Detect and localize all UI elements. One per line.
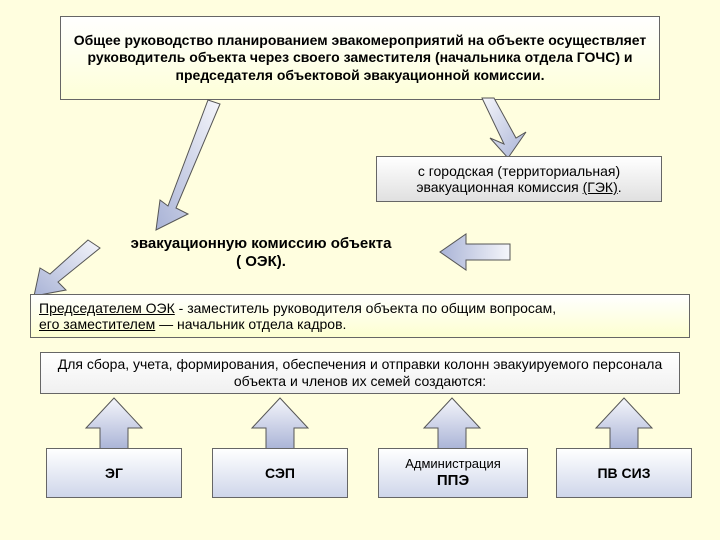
arrow-gek-to-oek <box>440 234 510 270</box>
label-pvsiz: ПВ СИЗ <box>597 465 650 481</box>
chairman-box: Председателем ОЭК - заместитель руководи… <box>30 294 690 338</box>
gek-text: с городская (территориальная) эвакуацион… <box>416 163 621 195</box>
bottom-box-sep: СЭП <box>212 448 348 498</box>
formation-text: Для сбора, учета, формирования, обеспече… <box>49 356 671 391</box>
chairman-text: Председателем ОЭК - заместитель руководи… <box>39 300 556 332</box>
arrow-up-4 <box>596 398 652 450</box>
arrow-main-to-oek <box>150 100 230 230</box>
label-ppe: Администрация ППЭ <box>405 457 501 489</box>
label-eg: ЭГ <box>105 465 123 481</box>
gek-box: с городская (территориальная) эвакуацион… <box>376 156 662 202</box>
bottom-box-pvsiz: ПВ СИЗ <box>556 448 692 498</box>
oek-text: эвакуационную комиссию объекта ( ОЭК). <box>131 235 392 271</box>
bottom-box-ppe: Администрация ППЭ <box>378 448 528 498</box>
bottom-box-eg: ЭГ <box>46 448 182 498</box>
oek-box: эвакуационную комиссию объекта ( ОЭК). <box>106 232 416 274</box>
arrow-up-1 <box>86 398 142 450</box>
arrow-oek-down <box>32 240 102 298</box>
arrow-up-2 <box>252 398 308 450</box>
arrow-up-3 <box>424 398 480 450</box>
main-guidance-box: Общее руководство планированием эвакомер… <box>60 16 660 100</box>
main-guidance-text: Общее руководство планированием эвакомер… <box>69 32 651 85</box>
arrow-main-to-gek <box>470 98 530 158</box>
formation-box: Для сбора, учета, формирования, обеспече… <box>40 352 680 394</box>
label-sep: СЭП <box>265 465 295 481</box>
